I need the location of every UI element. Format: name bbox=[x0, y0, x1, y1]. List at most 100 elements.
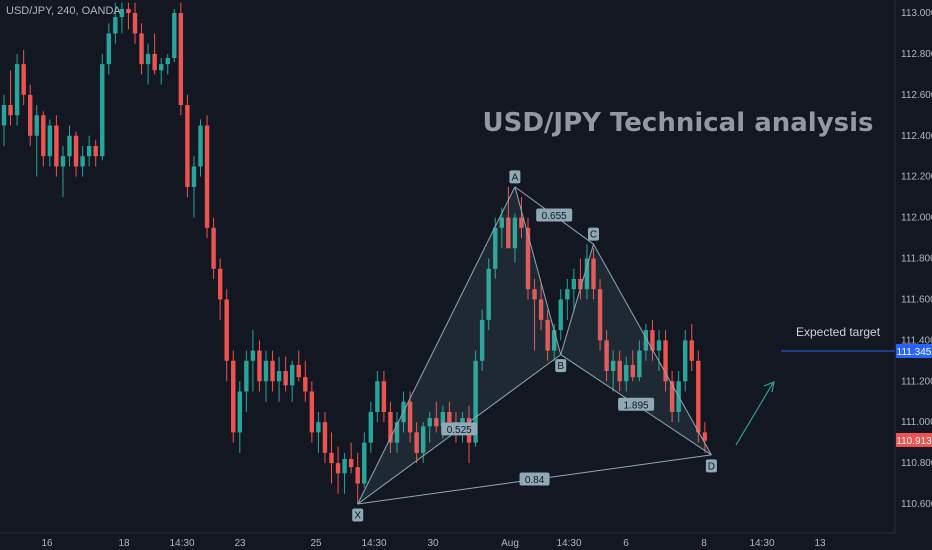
candle bbox=[689, 323, 694, 372]
price-tick-label: 110.600 bbox=[901, 499, 932, 510]
candle bbox=[231, 350, 236, 443]
bcd-triangle bbox=[560, 244, 712, 455]
candle bbox=[322, 411, 328, 464]
candle bbox=[73, 131, 79, 177]
candle bbox=[597, 278, 603, 351]
time-axis[interactable]: 16 18 14:30 23 25 14:30 30 Aug 14:30 6 8 14:30 13 bbox=[0, 532, 895, 549]
candle bbox=[309, 381, 315, 443]
symbol-header: USD/JPY, 240, OANDA bbox=[6, 5, 121, 17]
candle bbox=[21, 49, 26, 106]
svg-text:D: D bbox=[708, 461, 715, 472]
candle bbox=[316, 411, 321, 453]
candle bbox=[348, 442, 354, 474]
candle bbox=[100, 53, 105, 161]
candle bbox=[427, 411, 432, 443]
candle bbox=[538, 283, 544, 331]
price-tick-label: 111.400 bbox=[901, 335, 932, 346]
candle bbox=[342, 452, 347, 494]
svg-text:A: A bbox=[512, 172, 519, 183]
candle bbox=[375, 371, 380, 423]
candle bbox=[191, 156, 197, 218]
price-tick-label: 111.600 bbox=[901, 294, 932, 305]
candle bbox=[637, 340, 642, 382]
candle bbox=[250, 330, 256, 392]
current-price-label: 110.913 bbox=[896, 436, 932, 447]
candle bbox=[257, 340, 262, 392]
pattern-point-c: C bbox=[588, 227, 599, 241]
current-price-badge: 110.913 bbox=[896, 432, 932, 447]
candle bbox=[276, 356, 282, 402]
ratio-label: 1.895 bbox=[618, 397, 655, 411]
svg-text:1.895: 1.895 bbox=[624, 400, 649, 411]
candle bbox=[545, 309, 550, 361]
candle bbox=[479, 309, 485, 372]
time-tick-label: 16 bbox=[41, 538, 53, 549]
target-price-label: 111.345 bbox=[897, 347, 932, 358]
price-tick-label: 112.800 bbox=[901, 49, 932, 60]
svg-text:0.84: 0.84 bbox=[525, 475, 545, 486]
candle bbox=[60, 145, 66, 198]
candle bbox=[656, 330, 662, 372]
candle bbox=[237, 381, 242, 453]
candle bbox=[86, 135, 92, 167]
candle bbox=[669, 371, 675, 423]
candle bbox=[565, 278, 570, 320]
candle bbox=[204, 115, 210, 239]
candle bbox=[132, 2, 138, 44]
time-tick-label: 8 bbox=[701, 538, 707, 549]
price-tick-label: 111.000 bbox=[901, 417, 932, 428]
target-text: Expected target bbox=[796, 325, 881, 339]
up-arrow-icon bbox=[735, 381, 775, 446]
price-axis[interactable]: 113.000 112.800 112.600 112.400 112.200 112.0… bbox=[894, 0, 932, 533]
time-tick-label: 23 bbox=[234, 538, 246, 549]
ratio-label: 0.525 bbox=[441, 422, 478, 436]
leg-bc bbox=[560, 244, 594, 355]
candle bbox=[126, 2, 131, 30]
leg-ab bbox=[514, 186, 562, 355]
candle bbox=[185, 94, 190, 198]
harmonic-pattern: 0.655 0.525 1.895 0.84 X A B C D bbox=[352, 170, 717, 522]
candle bbox=[643, 323, 649, 361]
candle bbox=[106, 23, 111, 75]
candle bbox=[486, 258, 491, 331]
candle bbox=[702, 422, 708, 453]
candle bbox=[28, 84, 33, 146]
candle bbox=[584, 244, 590, 300]
time-tick-label: 25 bbox=[310, 538, 322, 549]
candle bbox=[198, 119, 203, 177]
candle bbox=[604, 330, 609, 382]
svg-text:C: C bbox=[590, 230, 597, 241]
candle bbox=[519, 197, 524, 239]
ratio-label: 0.655 bbox=[536, 208, 573, 222]
time-tick-label: 14:30 bbox=[749, 538, 774, 549]
candle bbox=[8, 70, 13, 126]
candle bbox=[113, 2, 118, 44]
time-tick-label: 14:30 bbox=[361, 538, 386, 549]
time-tick-label: 14:30 bbox=[556, 538, 581, 549]
price-tick-label: 113.000 bbox=[901, 8, 932, 19]
candle bbox=[434, 401, 439, 433]
candle bbox=[224, 289, 229, 382]
candle bbox=[119, 2, 125, 34]
leg-cd bbox=[593, 243, 712, 456]
candle bbox=[578, 258, 583, 300]
time-tick-label: 13 bbox=[814, 538, 826, 549]
candles-layer bbox=[1, 2, 708, 504]
leg-xa bbox=[357, 186, 516, 505]
candle bbox=[152, 33, 157, 75]
ratio-label: 0.84 bbox=[519, 472, 550, 486]
candle bbox=[54, 115, 59, 177]
candle bbox=[381, 371, 387, 423]
candle bbox=[244, 350, 249, 412]
candle bbox=[217, 258, 223, 320]
candle bbox=[624, 356, 629, 392]
candle bbox=[270, 350, 275, 392]
candle bbox=[407, 391, 413, 443]
xab-triangle bbox=[357, 186, 561, 505]
chart-title: USD/JPY Technical analysis bbox=[482, 108, 873, 138]
svg-text:0.525: 0.525 bbox=[447, 425, 472, 436]
candle bbox=[571, 268, 577, 310]
candle bbox=[388, 401, 393, 453]
time-tick-label: 18 bbox=[118, 538, 130, 549]
candle bbox=[139, 23, 144, 75]
